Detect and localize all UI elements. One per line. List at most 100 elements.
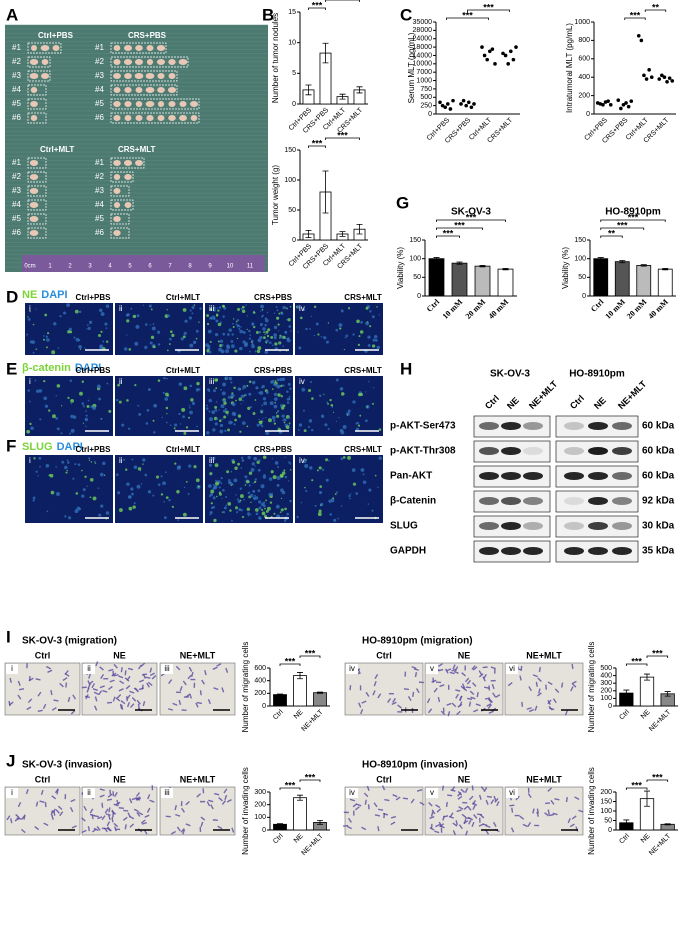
band	[501, 472, 521, 480]
signal	[125, 313, 129, 317]
cell	[81, 829, 87, 834]
ruler-label: 7	[168, 264, 172, 270]
cell	[468, 795, 474, 801]
cell	[70, 710, 76, 715]
signal	[307, 388, 312, 393]
signal	[239, 430, 242, 433]
cell	[112, 696, 116, 702]
cell	[221, 800, 227, 805]
tumor-nodule	[113, 160, 121, 166]
cell	[390, 815, 397, 819]
cell	[131, 697, 137, 702]
cell	[99, 685, 105, 689]
lane-label: NE+MLT	[527, 379, 560, 412]
cell	[544, 812, 549, 817]
signal	[242, 421, 246, 425]
signal	[360, 468, 365, 472]
signal	[254, 480, 257, 483]
signal	[46, 346, 48, 349]
bar	[273, 694, 287, 707]
signal	[182, 335, 186, 339]
significance-label: ***	[652, 772, 663, 782]
cell	[69, 807, 74, 813]
signal	[328, 499, 332, 503]
image-label: CRS+PBS	[254, 293, 293, 302]
band	[501, 547, 521, 555]
y-tick-label: 10000	[413, 61, 433, 68]
signal	[248, 471, 253, 475]
cell	[196, 793, 202, 798]
cell	[53, 810, 56, 816]
signal	[349, 497, 351, 500]
signal	[142, 458, 146, 462]
signal	[117, 491, 121, 495]
point	[467, 100, 471, 105]
signal	[249, 514, 252, 516]
signal	[358, 335, 361, 338]
signal	[157, 483, 161, 486]
signal	[281, 515, 283, 517]
signal	[265, 330, 269, 334]
x-tick-label: Ctrl	[272, 708, 285, 721]
significance-label: ***	[305, 772, 316, 782]
signal	[276, 483, 280, 487]
signal	[247, 515, 250, 517]
point	[503, 53, 508, 58]
signal	[115, 398, 119, 402]
signal	[314, 504, 317, 507]
row-label: #3	[95, 71, 104, 80]
signal	[279, 473, 284, 478]
signal	[276, 476, 281, 480]
signal	[100, 330, 103, 333]
signal	[311, 479, 314, 482]
signal	[242, 340, 246, 344]
signal	[62, 311, 67, 315]
error-bar	[664, 691, 671, 697]
cell	[126, 702, 131, 708]
signal	[254, 465, 256, 467]
signal	[174, 429, 176, 431]
y-axis-label: Intratumoral MLT (pg/mL)	[565, 23, 574, 113]
signal	[99, 344, 104, 349]
signal	[256, 387, 259, 389]
signal	[284, 475, 288, 479]
signal	[305, 458, 307, 461]
signal	[239, 499, 242, 502]
signal	[208, 484, 212, 488]
x-tick-label: NE+MLT	[648, 832, 673, 857]
significance-bracket	[644, 9, 667, 12]
sample-box	[27, 56, 51, 68]
significance-bracket	[467, 9, 510, 12]
row-label: #2	[12, 57, 21, 66]
bar	[293, 675, 307, 707]
error-bar	[664, 823, 671, 826]
ruler-label: 9	[208, 264, 212, 270]
signal	[340, 392, 345, 396]
cell	[119, 680, 125, 685]
error-bar	[322, 42, 329, 64]
image-index: i	[29, 377, 31, 386]
signal	[164, 397, 169, 401]
cell	[218, 797, 223, 802]
cell	[536, 692, 542, 697]
significance-label: ***	[462, 10, 473, 20]
y-tick-label: 400	[578, 74, 590, 81]
cell	[457, 791, 462, 797]
cell	[210, 804, 214, 810]
row-label: #6	[95, 113, 104, 122]
signal	[315, 322, 319, 326]
significance-label: ***	[483, 2, 494, 12]
bar	[639, 676, 655, 707]
row-label: #3	[12, 71, 21, 80]
signal	[348, 494, 351, 498]
signal	[207, 351, 209, 354]
cell	[548, 705, 553, 711]
signal	[327, 402, 330, 405]
counterstain-label: DAPI	[41, 289, 67, 301]
image-index: iii	[209, 304, 215, 313]
sample-box	[110, 227, 130, 239]
signal	[367, 343, 371, 347]
point	[451, 98, 455, 103]
significance-label: ***	[628, 212, 639, 222]
band	[588, 497, 608, 505]
